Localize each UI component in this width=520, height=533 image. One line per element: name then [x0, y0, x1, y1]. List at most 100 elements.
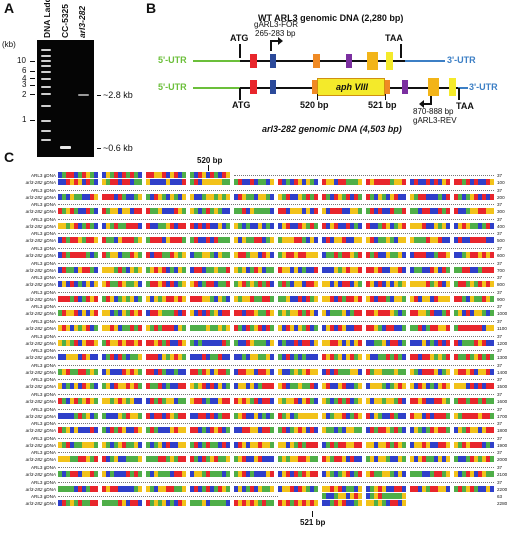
nucleotide-block [58, 208, 98, 215]
nucleotide-block [234, 339, 274, 346]
gap-line [58, 481, 494, 484]
mut-5utr-line [193, 87, 240, 89]
wt-sequence-row: ARL3 gDNA 37 [0, 289, 520, 296]
mutant-sequence-row: arl3-282 gDNA 2000 [0, 456, 520, 463]
row-label: arl3-282 gDNA [25, 209, 56, 215]
nucleotide-block [190, 368, 230, 375]
nucleotide-block [454, 193, 494, 200]
wt-sequence-row: ARL3 gDNA 37 [0, 362, 520, 369]
row-label: arl3-282 gDNA [25, 223, 56, 229]
position-count: 1900 [497, 442, 508, 448]
position-count: 63 [497, 494, 503, 500]
nucleotide-block [454, 441, 494, 448]
ladder-tick [30, 78, 35, 79]
row-label: arl3-282 gDNA [25, 369, 56, 375]
nucleotide-block [102, 179, 142, 185]
row-label: ARL3 gDNA [30, 406, 56, 412]
aph-viii-insert [317, 78, 385, 96]
gap-line [58, 262, 494, 265]
nucleotide-block [146, 354, 186, 361]
ladder-band [41, 60, 51, 62]
forward-primer-range: 265-283 bp [255, 29, 296, 38]
position-count: 37 [497, 450, 503, 456]
nucleotide-block [190, 500, 230, 507]
mutant-sequence-row: arl3-282 gDNA 1800 [0, 427, 520, 434]
panel-a-label: A [4, 0, 15, 16]
nucleotide-block [410, 266, 450, 273]
nucleotide-block [58, 237, 98, 244]
wt-sequence-row: ARL3 gDNA 37 [0, 216, 520, 223]
position-count: 37 [497, 187, 503, 193]
nucleotide-block [454, 281, 494, 288]
nucleotide-block [278, 412, 318, 419]
nucleotide-block [278, 295, 318, 302]
nucleotide-block [146, 383, 186, 390]
nucleotide-block [322, 325, 362, 331]
nucleotide-block [454, 471, 494, 477]
gap-line [58, 496, 278, 498]
nucleotide-block [454, 252, 494, 258]
nucleotide-block [102, 295, 142, 302]
nucleotide-block [322, 398, 362, 404]
row-label: ARL3 gDNA [30, 275, 56, 281]
nucleotide-block [190, 222, 230, 229]
position-count: 37 [497, 377, 503, 383]
nucleotide-block [366, 208, 406, 215]
nucleotide-block [190, 354, 230, 361]
nucleotide-block [102, 266, 142, 273]
nucleotide-block [278, 485, 318, 492]
mutant-sequence-row: arl3-282 gDNA 1000 [0, 310, 520, 317]
position-count: 37 [497, 260, 503, 266]
gap-line [58, 467, 494, 469]
ladder-band [41, 65, 51, 67]
nucleotide-block [58, 325, 98, 331]
nucleotide-block [146, 172, 186, 178]
nucleotide-block [58, 339, 98, 346]
mutant-sequence-row: arl3-282 gDNA 400 [0, 222, 520, 230]
nucleotide-block [454, 208, 494, 215]
row-label: arl3-282 gDNA [25, 311, 56, 317]
gap-line [58, 204, 494, 206]
gap-line [58, 291, 494, 294]
ladder-band [41, 105, 51, 107]
nucleotide-block [278, 427, 318, 434]
nucleotide-block [146, 266, 186, 273]
gap-line [58, 335, 494, 338]
mut-3utr-label: 3'-UTR [469, 82, 498, 92]
nucleotide-block [366, 266, 406, 273]
row-label: ARL3 gDNA [30, 362, 56, 368]
nucleotide-block [102, 354, 142, 361]
nucleotide-block [58, 295, 98, 302]
nucleotide-block [454, 222, 494, 229]
nucleotide-block [454, 456, 494, 463]
ladder-tick [30, 120, 35, 121]
row-label: ARL3 gDNA [30, 173, 56, 178]
nucleotide-block [278, 281, 318, 288]
mutant-sequence-row: arl3-282 gDNA 100 [0, 179, 520, 186]
row-label: ARL3 gDNA [30, 304, 56, 310]
nucleotide-block [234, 471, 274, 477]
gap-line [58, 452, 494, 454]
nucleotide-block [102, 193, 142, 200]
position-count: 37 [497, 421, 503, 427]
ladder-mark-3: 3 [22, 80, 27, 89]
nucleotide-block [190, 441, 230, 448]
nucleotide-block [102, 325, 142, 331]
nucleotide-block [410, 427, 450, 434]
position-count: 1500 [497, 384, 508, 390]
row-label: ARL3 gDNA [30, 246, 56, 251]
position-count: 37 [497, 304, 503, 310]
band-pointer [97, 148, 101, 149]
position-count: 1200 [497, 340, 508, 346]
forward-primer-name: gARL3-FOR [254, 20, 299, 29]
row-label: ARL3 gDNA [30, 187, 56, 193]
nucleotide-block [146, 252, 186, 258]
mut-exon-1 [250, 80, 257, 94]
row-label: ARL3 gDNA [30, 421, 56, 427]
nucleotide-block [410, 354, 450, 361]
nucleotide-block [322, 471, 362, 477]
position-count: 37 [497, 289, 503, 295]
ladder-tick [30, 85, 35, 86]
mut-exon-3a [312, 80, 317, 94]
nucleotide-block [410, 179, 450, 185]
